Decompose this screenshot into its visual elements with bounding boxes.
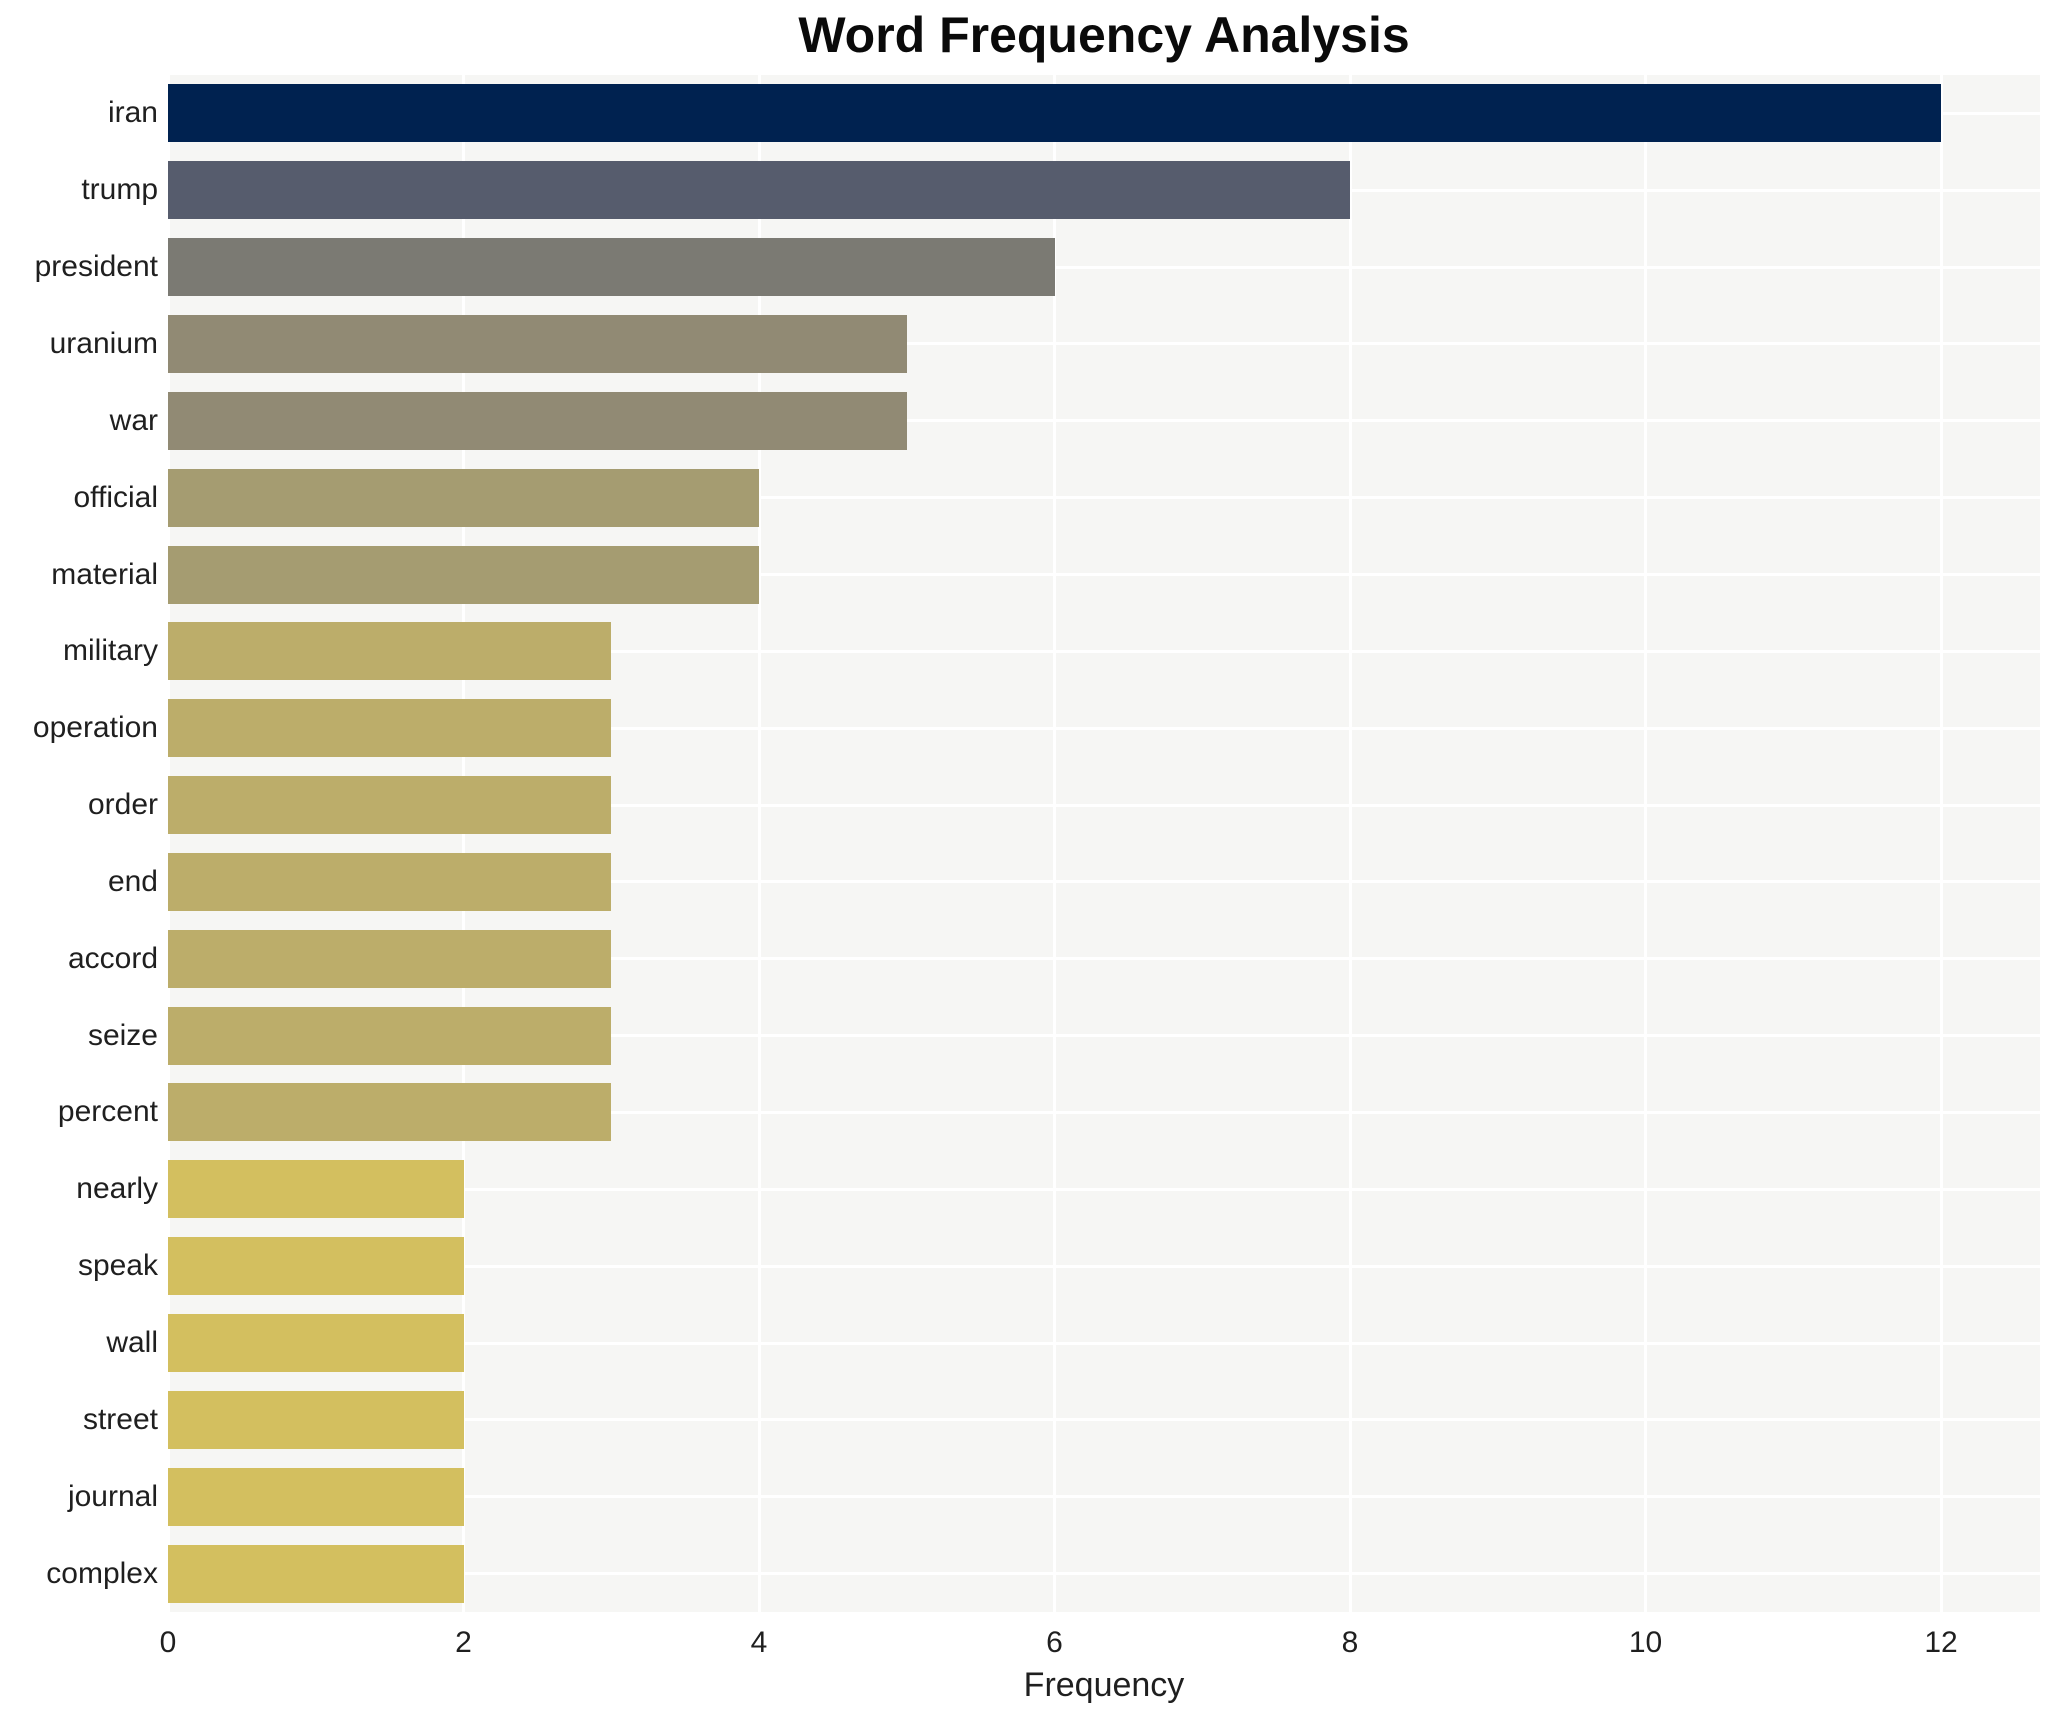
bar-street: [168, 1390, 464, 1449]
bar-percent: [168, 1083, 612, 1142]
y-tick-label: street: [82, 1402, 158, 1436]
y-tick-label: wall: [106, 1326, 158, 1360]
y-tick-label: accord: [67, 941, 158, 975]
y-gridline: [168, 1495, 2040, 1499]
y-tick-label: official: [73, 480, 159, 514]
bar-speak: [168, 1237, 464, 1296]
y-gridline: [168, 342, 2040, 346]
y-gridline: [168, 1110, 2040, 1114]
y-gridline: [168, 1341, 2040, 1345]
bar-war: [168, 391, 907, 450]
bar-military: [168, 622, 612, 681]
bar-end: [168, 852, 612, 911]
x-tick-label: 8: [1341, 1626, 1359, 1659]
bar-order: [168, 776, 612, 835]
bar-journal: [168, 1467, 464, 1526]
y-tick-label: trump: [81, 173, 158, 207]
x-gridline: [757, 75, 761, 1612]
y-gridline: [168, 573, 2040, 577]
y-gridline: [168, 1187, 2040, 1191]
y-tick-label: president: [34, 250, 158, 284]
chart-title: Word Frequency Analysis: [798, 7, 1410, 63]
y-tick-label: operation: [32, 711, 158, 745]
y-gridline: [168, 1418, 2040, 1422]
x-gridline: [1644, 75, 1647, 1612]
y-gridline: [168, 880, 2040, 884]
y-gridline: [168, 803, 2040, 807]
x-gridline: [1348, 75, 1352, 1612]
y-tick-label: nearly: [76, 1172, 158, 1206]
plot-area: [166, 75, 2040, 1612]
x-tick-label: 12: [1924, 1626, 1958, 1659]
bar-material: [168, 545, 759, 604]
y-tick-label: seize: [87, 1018, 158, 1052]
y-tick-label: uranium: [49, 326, 158, 360]
bar-wall: [168, 1314, 464, 1373]
y-gridline: [168, 1264, 2040, 1268]
y-gridline: [168, 265, 2040, 269]
x-gridline: [462, 75, 465, 1612]
y-gridline: [168, 1572, 2040, 1576]
bar-official: [168, 468, 759, 527]
x-tick-label: 6: [1046, 1626, 1063, 1659]
x-gridline: [1053, 75, 1056, 1612]
y-gridline: [168, 957, 2040, 961]
bar-trump: [168, 161, 1350, 220]
y-tick-label: order: [87, 788, 158, 822]
y-tick-label: journal: [67, 1479, 158, 1513]
bar-uranium: [168, 314, 907, 373]
x-axis-label: Frequency: [1023, 1666, 1185, 1704]
y-tick-label: iran: [107, 96, 158, 130]
x-gridline: [1939, 75, 1943, 1612]
y-gridline: [168, 419, 2040, 423]
x-tick-label: 4: [750, 1626, 768, 1659]
x-tick-label: 10: [1628, 1626, 1663, 1659]
y-tick-label: complex: [46, 1556, 158, 1590]
y-tick-label: military: [63, 634, 158, 668]
x-tick-label: 2: [455, 1626, 472, 1659]
y-tick-label: war: [109, 403, 158, 437]
y-tick-label: end: [107, 864, 158, 898]
bar-accord: [168, 929, 612, 988]
y-tick-label: material: [51, 557, 158, 591]
bar-operation: [168, 699, 612, 758]
y-gridline: [168, 726, 2040, 730]
y-tick-label: percent: [57, 1095, 158, 1129]
y-gridline: [168, 649, 2040, 653]
x-gridline: [166, 75, 170, 1612]
x-tick-label: 0: [159, 1626, 177, 1659]
bar-president: [168, 238, 1055, 297]
bar-complex: [168, 1544, 464, 1603]
y-tick-label: speak: [77, 1249, 158, 1283]
bar-seize: [168, 1006, 612, 1065]
y-gridline: [168, 496, 2040, 500]
y-gridline: [168, 1034, 2040, 1038]
bar-nearly: [168, 1160, 464, 1219]
bar-iran: [168, 84, 1941, 143]
